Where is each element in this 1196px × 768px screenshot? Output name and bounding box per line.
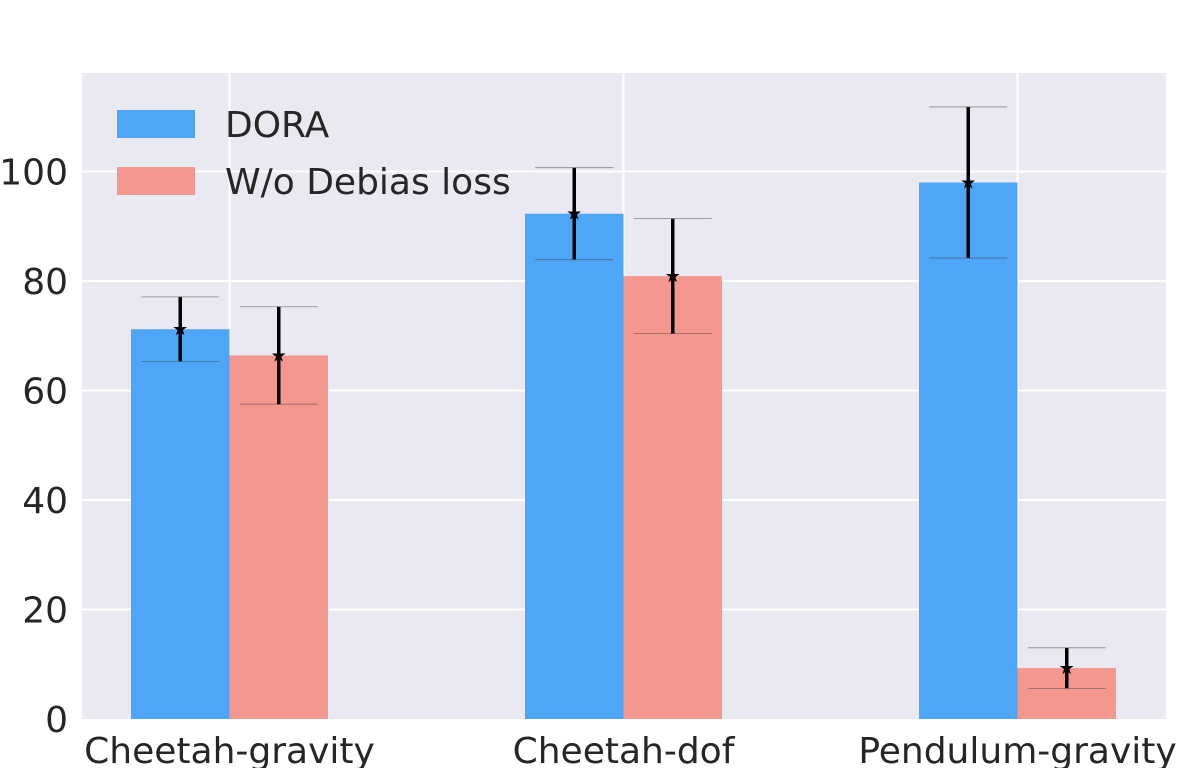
legend-swatch-wo-debias-loss: [117, 167, 195, 195]
x-tick-label-cheetah-dof: Cheetah-dof: [513, 731, 736, 768]
y-tick-label-40: 40: [22, 481, 68, 522]
y-tick-label-100: 100: [0, 153, 68, 194]
legend-label-dora: DORA: [225, 105, 330, 146]
mean-marker-dora-1: ★: [566, 204, 582, 225]
legend-swatch-dora: [117, 110, 195, 138]
legend-label-wo-debias-loss: W/o Debias loss: [225, 162, 511, 203]
y-tick-label-80: 80: [22, 262, 68, 303]
x-tick-labels: Cheetah-gravity Cheetah-dof Pendulum-gravi…: [84, 731, 1177, 768]
y-tick-label-60: 60: [22, 372, 68, 413]
bar-w-o-debias-loss-1: [623, 276, 722, 719]
bar-dora-1: [525, 213, 624, 720]
bar-dora-2: [919, 182, 1018, 720]
mean-marker-w-o-debias-loss-2: ★: [1059, 658, 1075, 679]
bars: [131, 182, 1116, 720]
x-tick-label-cheetah-gravity: Cheetah-gravity: [84, 731, 375, 768]
bar-w-o-debias-loss-0: [229, 355, 328, 719]
mean-marker-w-o-debias-loss-1: ★: [665, 266, 681, 287]
y-tick-labels: 0 20 40 60 80 100: [0, 153, 68, 741]
y-tick-label-20: 20: [22, 591, 68, 632]
error-bars: ★ ★ ★ ★ ★ ★: [141, 106, 1106, 689]
x-tick-label-pendulum-gravity: Pendulum-gravity: [858, 731, 1176, 768]
mean-marker-dora-0: ★: [172, 319, 188, 340]
legend: DORA W/o Debias loss: [117, 105, 511, 203]
mean-marker-dora-2: ★: [960, 172, 976, 193]
bar-dora-0: [131, 329, 230, 719]
y-tick-label-0: 0: [45, 700, 68, 741]
mean-marker-w-o-debias-loss-0: ★: [271, 345, 287, 366]
